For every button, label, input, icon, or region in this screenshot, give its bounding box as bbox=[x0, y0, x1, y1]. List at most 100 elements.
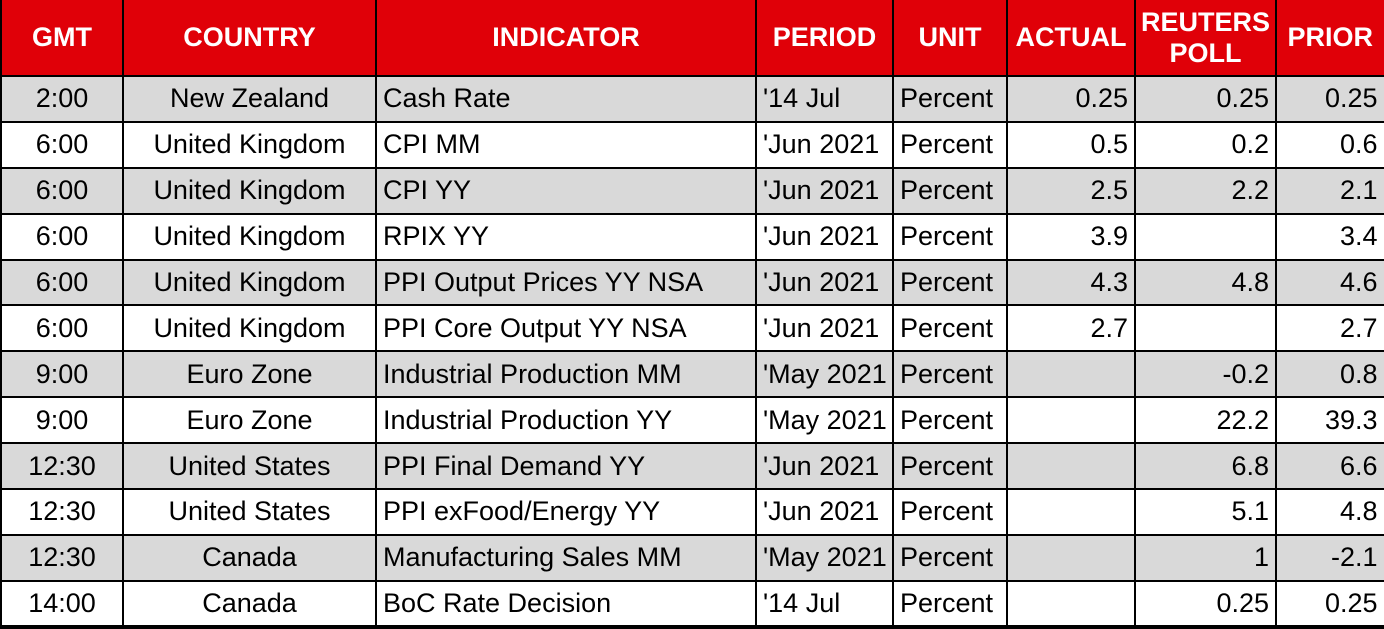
cell-actual: 0.5 bbox=[1006, 120, 1136, 169]
cell-period: '14 Jul bbox=[755, 75, 894, 123]
cell-indicator: PPI Final Demand YY bbox=[375, 442, 757, 491]
cell-reuters_poll: 22.2 bbox=[1134, 396, 1277, 445]
cell-gmt: 9:00 bbox=[0, 350, 124, 399]
cell-country: United States bbox=[122, 442, 377, 491]
cell-unit: Percent bbox=[892, 579, 1008, 628]
cell-gmt: 6:00 bbox=[0, 258, 124, 307]
cell-period: 'Jun 2021 bbox=[755, 304, 894, 353]
cell-period: 'Jun 2021 bbox=[755, 212, 894, 261]
cell-gmt: 12:30 bbox=[0, 488, 124, 536]
cell-unit: Percent bbox=[892, 350, 1008, 399]
cell-period: 'Jun 2021 bbox=[755, 442, 894, 491]
cell-reuters_poll bbox=[1134, 304, 1277, 353]
table-row: 14:00 Canada BoC Rate Decision '14 Jul Perce… bbox=[0, 579, 1384, 628]
cell-prior: 0.6 bbox=[1275, 120, 1384, 169]
cell-actual bbox=[1006, 442, 1136, 491]
cell-unit: Percent bbox=[892, 533, 1008, 582]
cell-country: United Kingdom bbox=[122, 212, 377, 261]
cell-prior: 2.1 bbox=[1275, 166, 1384, 215]
cell-indicator: RPIX YY bbox=[375, 212, 757, 261]
table-row: 12:30 United States PPI exFood/Energy YY 'J… bbox=[0, 488, 1384, 536]
table-row: 6:00 United Kingdom CPI MM 'Jun 2021 Percent… bbox=[0, 120, 1384, 169]
table-body: 2:00 New Zealand Cash Rate '14 Jul Percent 0.… bbox=[0, 75, 1384, 628]
cell-period: 'May 2021 bbox=[755, 350, 894, 399]
cell-country: United Kingdom bbox=[122, 304, 377, 353]
cell-period: '14 Jul bbox=[755, 579, 894, 628]
cell-reuters_poll: -0.2 bbox=[1134, 350, 1277, 399]
cell-prior: 3.4 bbox=[1275, 212, 1384, 261]
cell-prior: 0.8 bbox=[1275, 350, 1384, 399]
cell-reuters_poll: 0.25 bbox=[1134, 75, 1277, 123]
cell-period: 'Jun 2021 bbox=[755, 488, 894, 536]
cell-actual: 3.9 bbox=[1006, 212, 1136, 261]
cell-period: 'May 2021 bbox=[755, 396, 894, 445]
cell-country: United Kingdom bbox=[122, 258, 377, 307]
cell-country: United Kingdom bbox=[122, 166, 377, 215]
cell-period: 'Jun 2021 bbox=[755, 120, 894, 169]
cell-period: 'Jun 2021 bbox=[755, 166, 894, 215]
cell-indicator: Cash Rate bbox=[375, 75, 757, 123]
cell-prior: 6.6 bbox=[1275, 442, 1384, 491]
column-header-prior: PRIOR bbox=[1275, 0, 1384, 77]
cell-indicator: PPI exFood/Energy YY bbox=[375, 488, 757, 536]
column-header-gmt: GMT bbox=[0, 0, 124, 77]
column-header-unit: UNIT bbox=[892, 0, 1008, 77]
cell-reuters_poll: 0.25 bbox=[1134, 579, 1277, 628]
column-header-country: COUNTRY bbox=[122, 0, 377, 77]
cell-actual bbox=[1006, 579, 1136, 628]
cell-unit: Percent bbox=[892, 75, 1008, 123]
cell-reuters_poll: 1 bbox=[1134, 533, 1277, 582]
cell-actual bbox=[1006, 396, 1136, 445]
table-row: 12:30 United States PPI Final Demand YY 'Ju… bbox=[0, 442, 1384, 491]
cell-actual: 2.7 bbox=[1006, 304, 1136, 353]
cell-prior: -2.1 bbox=[1275, 533, 1384, 582]
cell-unit: Percent bbox=[892, 120, 1008, 169]
column-header-indicator: INDICATOR bbox=[375, 0, 757, 77]
cell-prior: 4.6 bbox=[1275, 258, 1384, 307]
cell-indicator: PPI Output Prices YY NSA bbox=[375, 258, 757, 307]
cell-gmt: 6:00 bbox=[0, 166, 124, 215]
cell-reuters_poll: 2.2 bbox=[1134, 166, 1277, 215]
cell-country: Euro Zone bbox=[122, 350, 377, 399]
cell-gmt: 12:30 bbox=[0, 533, 124, 582]
cell-indicator: Manufacturing Sales MM bbox=[375, 533, 757, 582]
cell-unit: Percent bbox=[892, 396, 1008, 445]
cell-period: 'Jun 2021 bbox=[755, 258, 894, 307]
cell-reuters_poll: 5.1 bbox=[1134, 488, 1277, 536]
cell-prior: 0.25 bbox=[1275, 579, 1384, 628]
table-row: 2:00 New Zealand Cash Rate '14 Jul Percent 0.… bbox=[0, 75, 1384, 123]
cell-actual: 4.3 bbox=[1006, 258, 1136, 307]
table-row: 9:00 Euro Zone Industrial Production YY 'Ma… bbox=[0, 396, 1384, 445]
cell-country: Canada bbox=[122, 579, 377, 628]
cell-indicator: Industrial Production MM bbox=[375, 350, 757, 399]
cell-gmt: 12:30 bbox=[0, 442, 124, 491]
cell-unit: Percent bbox=[892, 166, 1008, 215]
table-row: 6:00 United Kingdom RPIX YY 'Jun 2021 Percen… bbox=[0, 212, 1384, 261]
cell-reuters_poll bbox=[1134, 212, 1277, 261]
cell-unit: Percent bbox=[892, 442, 1008, 491]
cell-gmt: 6:00 bbox=[0, 212, 124, 261]
cell-unit: Percent bbox=[892, 304, 1008, 353]
cell-country: New Zealand bbox=[122, 75, 377, 123]
cell-country: Canada bbox=[122, 533, 377, 582]
cell-gmt: 6:00 bbox=[0, 304, 124, 353]
cell-prior: 39.3 bbox=[1275, 396, 1384, 445]
cell-indicator: Industrial Production YY bbox=[375, 396, 757, 445]
cell-gmt: 2:00 bbox=[0, 75, 124, 123]
cell-indicator: BoC Rate Decision bbox=[375, 579, 757, 628]
table-row: 6:00 United Kingdom PPI Output Prices YY N… bbox=[0, 258, 1384, 307]
cell-gmt: 14:00 bbox=[0, 579, 124, 628]
column-header-reuters_poll: REUTERS POLL bbox=[1134, 0, 1277, 77]
cell-country: United States bbox=[122, 488, 377, 536]
cell-prior: 4.8 bbox=[1275, 488, 1384, 536]
cell-unit: Percent bbox=[892, 258, 1008, 307]
cell-actual: 2.5 bbox=[1006, 166, 1136, 215]
cell-actual: 0.25 bbox=[1006, 75, 1136, 123]
cell-reuters_poll: 4.8 bbox=[1134, 258, 1277, 307]
cell-country: Euro Zone bbox=[122, 396, 377, 445]
cell-actual bbox=[1006, 488, 1136, 536]
column-header-period: PERIOD bbox=[755, 0, 894, 77]
cell-unit: Percent bbox=[892, 212, 1008, 261]
